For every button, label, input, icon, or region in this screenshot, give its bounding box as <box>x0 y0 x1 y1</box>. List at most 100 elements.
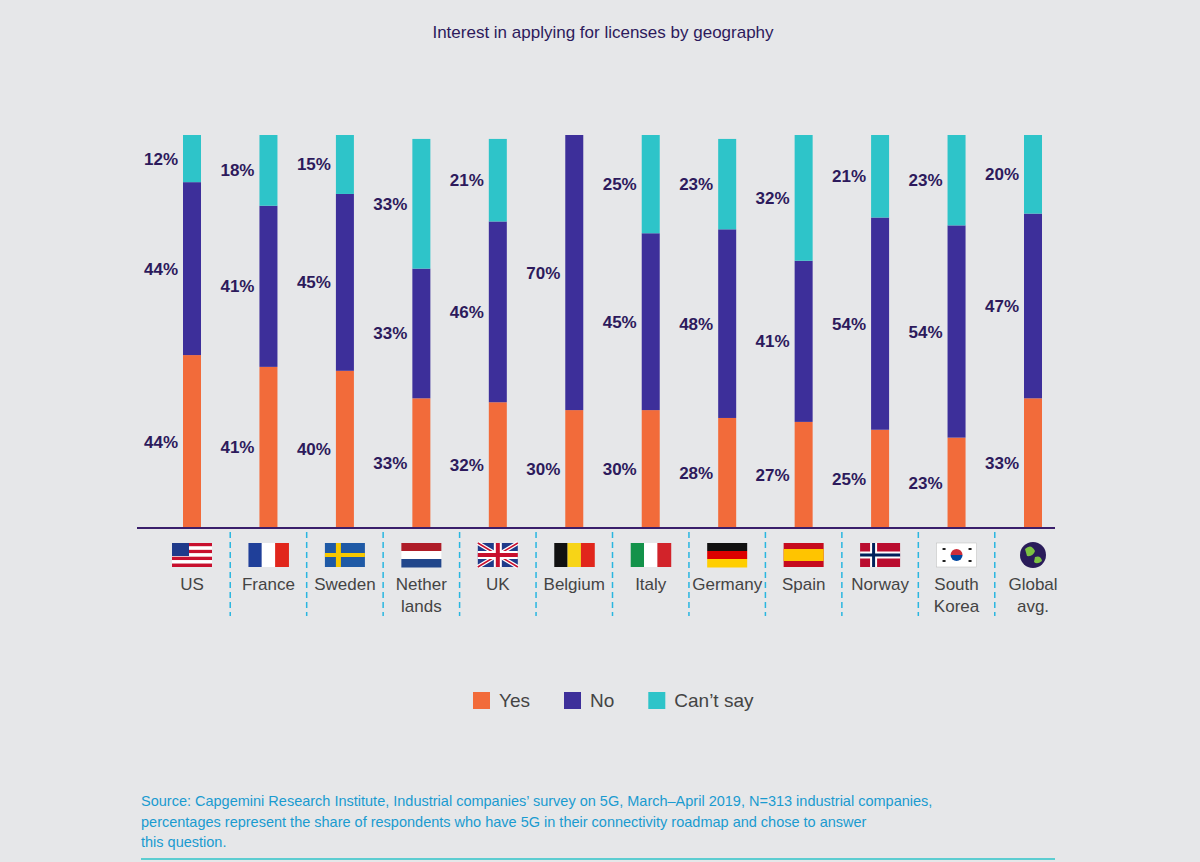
flag-part <box>860 552 900 559</box>
separator <box>841 532 843 616</box>
source: percentages represent the share of respo… <box>141 814 867 830</box>
category-label-line: Spain <box>782 575 825 594</box>
data-label: 33% <box>373 454 407 473</box>
legend-label: Can’t say <box>674 690 754 711</box>
data-label: 25% <box>832 470 866 489</box>
flag-part <box>707 559 747 568</box>
data-labels: 44%44%12%41%41%18%40%45%15%33%33%33%32%4… <box>144 150 1019 493</box>
legend-label: Yes <box>499 690 530 711</box>
flag-part <box>401 551 441 559</box>
bar-segment <box>565 135 583 136</box>
flag-part <box>172 543 189 556</box>
category-label: Netherlands <box>396 575 447 616</box>
separator <box>688 532 690 616</box>
data-label: 41% <box>756 332 790 351</box>
flag-part <box>554 543 567 567</box>
flag-part <box>401 559 441 568</box>
data-label: 21% <box>450 171 484 190</box>
flag-part <box>707 551 747 559</box>
title: Interest in applying for licenses by geo… <box>432 23 774 42</box>
legend-swatch <box>564 692 581 709</box>
category-label: France <box>242 575 295 594</box>
flag-part <box>325 553 365 557</box>
bar-segment <box>336 194 354 371</box>
category-label: Sweden <box>314 575 375 594</box>
flags <box>172 542 1046 568</box>
bar-segment <box>948 438 966 528</box>
flag-part <box>172 564 212 567</box>
separator <box>306 532 308 616</box>
data-label: 21% <box>832 167 866 186</box>
category-label-line: Norway <box>851 575 909 594</box>
flag-part <box>1025 546 1042 563</box>
footer-rule <box>141 858 1055 860</box>
data-label: 30% <box>603 460 637 479</box>
flag-part <box>951 555 963 561</box>
bar-segment <box>259 206 277 367</box>
data-label: 15% <box>297 155 331 174</box>
bar-segment <box>871 135 889 218</box>
category-label-line: France <box>242 575 295 594</box>
bar-segment <box>642 410 660 528</box>
category-label-line: lands <box>401 597 442 616</box>
separator <box>918 532 920 616</box>
legend-swatch <box>648 692 665 709</box>
chart: Interest in applying for licenses by geo… <box>0 0 1200 862</box>
category-label: South Korea <box>934 575 980 616</box>
bar-segment <box>412 269 430 399</box>
bar-segment <box>795 261 813 422</box>
data-label: 40% <box>297 440 331 459</box>
bar-segment <box>871 430 889 528</box>
category-label: Germany <box>692 575 762 594</box>
category-label-line: Belgium <box>544 575 605 594</box>
bar-segment <box>1024 214 1042 399</box>
data-label: 48% <box>679 315 713 334</box>
data-label: 33% <box>985 454 1019 473</box>
bar-segment <box>1024 135 1042 214</box>
bar-segment <box>412 139 430 269</box>
bar-segment <box>565 410 583 528</box>
category-label: US <box>180 575 204 594</box>
category-label: Norway <box>851 575 909 594</box>
bar-segment <box>871 218 889 430</box>
bar-segment <box>718 418 736 528</box>
legend-swatch <box>473 692 490 709</box>
flag-part <box>1020 542 1046 568</box>
flag-part <box>401 543 441 551</box>
category-label-line: UK <box>486 575 510 594</box>
flag-part <box>707 543 747 551</box>
bar-segment <box>948 135 966 225</box>
bar-segment <box>489 402 507 528</box>
category-label-line: South <box>934 575 978 594</box>
data-label: 25% <box>603 175 637 194</box>
background <box>0 0 1200 862</box>
bar-segment <box>718 229 736 418</box>
flag-part <box>784 549 824 561</box>
bar-segment <box>259 135 277 206</box>
separator <box>459 532 461 616</box>
category-label-line: Korea <box>934 597 980 616</box>
flag-part <box>644 543 657 567</box>
flag-part <box>262 543 275 567</box>
flag-part <box>937 543 977 567</box>
flag-part <box>478 543 518 567</box>
flag-part <box>784 543 824 567</box>
flag-part <box>568 543 581 567</box>
x-axis <box>137 527 1055 529</box>
category-label: UK <box>486 575 510 594</box>
flag-part <box>969 560 972 562</box>
flag-part <box>943 548 946 550</box>
separator <box>765 532 767 616</box>
flag-part <box>951 549 963 555</box>
flag-part <box>969 548 972 550</box>
category-label-line: US <box>180 575 204 594</box>
category-label: Italy <box>635 575 667 594</box>
data-label: 45% <box>603 313 637 332</box>
category-label-line: avg. <box>1017 597 1049 616</box>
data-label: 33% <box>373 324 407 343</box>
bar-segment <box>183 182 201 355</box>
flag-part <box>172 560 212 563</box>
flag-part <box>478 543 518 567</box>
flag-part <box>860 543 900 567</box>
data-label: 23% <box>679 175 713 194</box>
